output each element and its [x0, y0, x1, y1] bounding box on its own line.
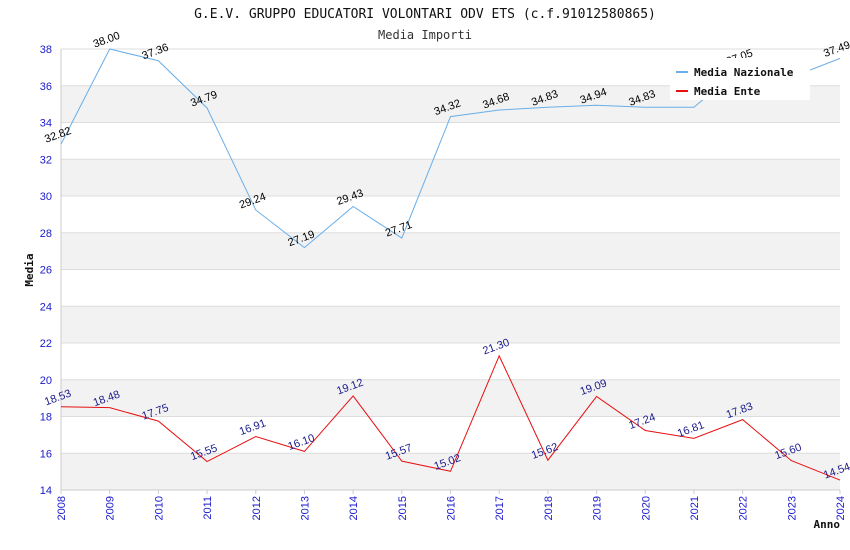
y-axis-label: Media	[23, 253, 36, 286]
data-label: 16.91	[238, 417, 268, 438]
legend-label: Media Nazionale	[694, 66, 794, 79]
y-tick-label: 28	[40, 228, 52, 240]
grid-band	[61, 379, 840, 417]
y-tick-label: 18	[40, 412, 52, 424]
x-tick-label: 2024	[835, 496, 847, 520]
y-tick-label: 32	[40, 154, 52, 166]
x-tick-label: 2008	[56, 496, 68, 520]
x-tick-label: 2015	[397, 496, 409, 520]
y-tick-label: 30	[40, 191, 52, 203]
grid-band	[61, 306, 840, 343]
x-tick-label: 2018	[543, 496, 555, 520]
y-tick-label: 22	[40, 338, 52, 350]
x-tick-label: 2022	[738, 496, 750, 520]
grid-band	[61, 232, 840, 270]
x-axis-ticks: 2008 2009 2010 2011 2012 2013 2014 2015 2016 2017…	[56, 490, 847, 520]
x-tick-label: 2009	[105, 496, 117, 520]
x-tick-label: 2011	[202, 496, 214, 520]
series-line	[60, 354, 841, 481]
x-tick-label: 2020	[640, 496, 652, 520]
x-tick-label: 2012	[251, 496, 263, 520]
legend-label: Media Ente	[694, 85, 761, 98]
data-label: 37.36	[140, 42, 170, 63]
chart-subtitle: Media Importi	[378, 28, 472, 42]
legend-box	[670, 58, 810, 100]
y-tick-label: 24	[40, 301, 52, 313]
chart-title: G.E.V. GRUPPO EDUCATORI VOLONTARI ODV ET…	[194, 7, 656, 22]
y-tick-label: 14	[40, 485, 52, 497]
y-tick-label: 36	[40, 81, 52, 93]
x-tick-label: 2021	[689, 496, 701, 520]
data-label: 16.81	[676, 419, 706, 440]
grid-bands	[61, 85, 840, 490]
data-label: 38.00	[92, 30, 122, 51]
grid-band	[61, 159, 840, 196]
x-axis-label: Anno	[814, 518, 841, 531]
y-tick-label: 16	[40, 448, 52, 460]
x-tick-label: 2016	[446, 496, 458, 520]
data-label: 16.10	[286, 432, 316, 453]
x-tick-label: 2017	[494, 496, 506, 520]
x-tick-label: 2019	[592, 496, 604, 520]
x-tick-label: 2023	[786, 496, 798, 520]
y-tick-label: 20	[40, 375, 52, 387]
y-tick-label: 26	[40, 265, 52, 277]
gridlines	[60, 48, 840, 491]
x-tick-label: 2013	[299, 496, 311, 520]
data-label: 37.49	[822, 39, 850, 60]
x-tick-label: 2014	[348, 496, 360, 520]
x-tick-label: 2010	[153, 496, 165, 520]
y-axis-ticks: 14 16 18 20 22 24 26 28 30 32 34 36 38	[40, 44, 52, 497]
legend: Media Nazionale Media Ente	[670, 58, 810, 100]
y-tick-label: 38	[40, 44, 52, 56]
y-tick-label: 34	[40, 118, 52, 130]
